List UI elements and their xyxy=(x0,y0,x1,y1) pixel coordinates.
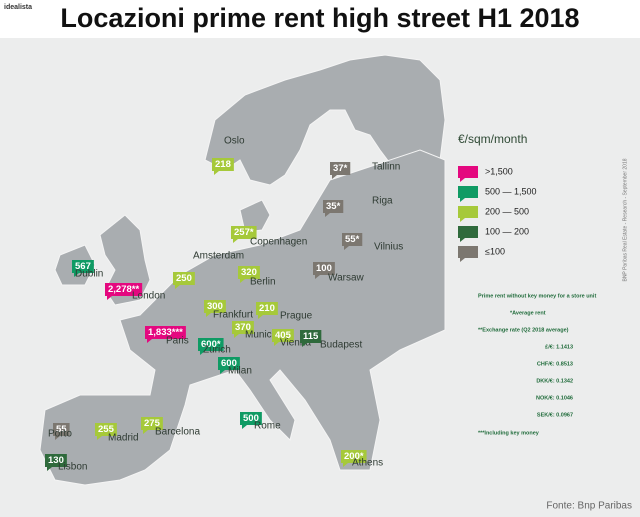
city-value: 200* xyxy=(344,451,364,462)
city-value: 600 xyxy=(221,358,237,369)
source: Fonte: Bnp Paribas xyxy=(546,501,632,512)
city-name: Barcelona xyxy=(155,427,200,438)
legend-swatch xyxy=(458,166,478,182)
city-badge xyxy=(272,329,294,346)
note: Prime rent without key money for a store… xyxy=(478,293,596,299)
city-name: Amsterdam xyxy=(193,251,244,262)
city-badge xyxy=(45,454,67,471)
city-name: Vilnius xyxy=(374,242,403,253)
city-name: Warsaw xyxy=(328,273,365,284)
city-value: 370 xyxy=(235,322,251,333)
city-value: 257* xyxy=(234,227,254,238)
city-badge xyxy=(212,158,234,175)
city-badge xyxy=(72,260,94,277)
city-badge xyxy=(240,412,262,429)
city-name: Tallinn xyxy=(372,162,400,173)
city-name: Athens xyxy=(352,458,383,469)
note: *Average rent xyxy=(510,310,546,316)
legend-swatch xyxy=(458,246,478,262)
city-name: Milan xyxy=(228,366,252,377)
city-name: Dublin xyxy=(75,269,103,280)
city-badge xyxy=(105,283,143,300)
brand: idealista xyxy=(4,4,32,11)
city-name: Prague xyxy=(280,311,313,322)
legend-label: 100 — 200 xyxy=(485,226,529,236)
city-value: 320 xyxy=(241,267,257,278)
city-value: 1,833*** xyxy=(148,327,183,338)
note: **Exchange rate (Q2 2018 average) xyxy=(478,327,569,333)
city-value: 35* xyxy=(326,201,341,212)
note: DKK/€: 0.1342 xyxy=(536,378,573,384)
city-name: Copenhagen xyxy=(250,237,307,248)
city-value: 218 xyxy=(215,159,231,170)
legend-swatch xyxy=(458,186,478,202)
city-name: Budapest xyxy=(320,340,362,351)
city-name: Berlin xyxy=(250,277,276,288)
credit: BNP Paribas Real Estate - Research - Sep… xyxy=(622,158,628,281)
title: Locazioni prime rent high street H1 2018 xyxy=(60,3,579,33)
city-value: 500 xyxy=(243,413,259,424)
city-value: 567 xyxy=(75,261,91,272)
city-value: 300 xyxy=(207,301,223,312)
city-badge xyxy=(218,357,240,374)
city-badge xyxy=(238,266,260,283)
legend-swatch xyxy=(458,206,478,222)
note: SEK/€: 0.0967 xyxy=(537,412,573,418)
city-badge xyxy=(231,226,257,243)
city-badge xyxy=(145,326,186,343)
city-value: 55* xyxy=(345,234,360,245)
city-value: 210 xyxy=(259,303,275,314)
city-name: London xyxy=(132,291,165,302)
city-badge xyxy=(173,272,195,289)
city-value: 37* xyxy=(333,163,348,174)
legend-swatch xyxy=(458,226,478,242)
city-badge xyxy=(330,162,351,179)
city-name: Paris xyxy=(166,336,189,347)
city-badge xyxy=(256,302,278,319)
city-value: 115 xyxy=(303,331,319,342)
note: CHF/€: 0.8513 xyxy=(537,361,573,367)
city-badge xyxy=(300,330,322,347)
city-badge xyxy=(141,417,163,434)
city-badge xyxy=(341,450,367,467)
city-name: Madrid xyxy=(108,433,139,444)
city-value: 130 xyxy=(48,455,64,466)
city-name: Lisbon xyxy=(58,462,87,473)
city-name: Riga xyxy=(372,196,393,207)
legend-label: 500 — 1,500 xyxy=(485,186,537,196)
note: £/€: 1.1413 xyxy=(545,344,573,350)
legend-title: €/sqm/month xyxy=(458,132,527,146)
city-value: 250 xyxy=(176,273,192,284)
city-value: 275 xyxy=(144,418,161,429)
city-name: Frankfurt xyxy=(213,310,253,321)
city-name: Munich xyxy=(245,330,277,341)
city-value: 600* xyxy=(201,339,221,350)
note: ***Including key money xyxy=(478,430,540,436)
city-name: Zurich xyxy=(203,345,231,356)
city-name: Oslo xyxy=(224,136,245,147)
city-value: 55 xyxy=(56,424,67,435)
city-name: Rome xyxy=(254,421,281,432)
legend-label: >1,500 xyxy=(485,166,513,176)
city-badge xyxy=(198,338,224,355)
city-badge xyxy=(323,200,344,217)
city-value: 255 xyxy=(98,424,115,435)
city-badge xyxy=(342,233,363,250)
city-value: 100 xyxy=(316,263,332,274)
city-badge xyxy=(53,423,70,440)
note: NOK/€: 0.1046 xyxy=(536,395,573,401)
city-value: 405 xyxy=(275,330,292,341)
city-badge xyxy=(313,262,335,279)
legend-label: 200 — 500 xyxy=(485,206,529,216)
city-name: Porto xyxy=(48,429,72,440)
legend-label: ≤100 xyxy=(485,246,505,256)
city-badge xyxy=(204,300,226,317)
city-value: 2,278** xyxy=(108,284,139,295)
city-badge xyxy=(232,321,254,338)
city-badge xyxy=(95,423,117,440)
city-name: Vienna xyxy=(280,338,311,349)
